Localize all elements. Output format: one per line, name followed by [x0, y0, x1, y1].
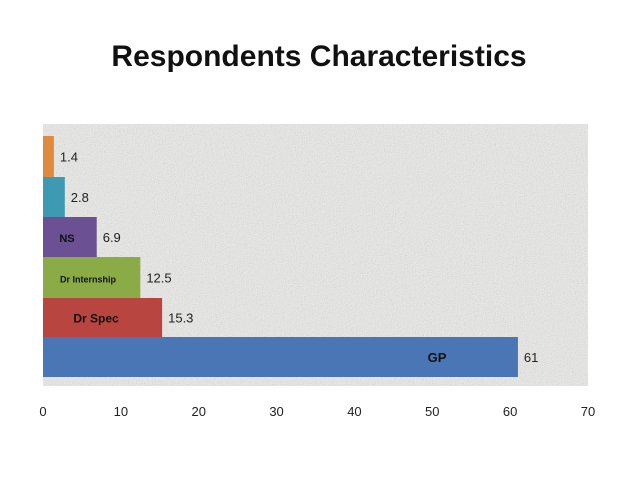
category-label: NS — [59, 233, 74, 245]
value-label: 2.8 — [71, 190, 89, 205]
category-label: GP — [428, 350, 447, 365]
bar-unlabeled-4 — [43, 177, 65, 217]
bar-ns — [43, 217, 97, 257]
bar-labels-group: 61 GP 15.3 Dr Spec 12.5 Dr Internship 6.9 NS 2.8… — [59, 150, 538, 366]
bar-dr-internship — [43, 257, 141, 298]
chart-title: Respondents Characteristics — [111, 40, 527, 73]
x-tick-label: 0 — [39, 404, 46, 419]
category-label: Dr Spec — [73, 312, 119, 326]
x-tick-label: 30 — [269, 404, 283, 419]
bar-dr-spec — [43, 298, 163, 337]
value-label: 15.3 — [168, 311, 193, 326]
x-axis-ticks: 0 10 20 30 40 50 60 70 — [39, 404, 595, 419]
x-tick-label: 10 — [114, 404, 128, 419]
bars-group — [43, 136, 518, 377]
value-label: 12.5 — [146, 271, 171, 286]
x-tick-label: 70 — [581, 404, 595, 419]
x-tick-label: 50 — [425, 404, 439, 419]
bar-unlabeled-5 — [43, 136, 54, 177]
value-label: 6.9 — [103, 230, 121, 245]
x-tick-label: 40 — [347, 404, 361, 419]
bar-gp — [43, 337, 518, 377]
category-label: Dr Internship — [60, 275, 117, 285]
x-tick-label: 60 — [503, 404, 517, 419]
x-tick-label: 20 — [191, 404, 205, 419]
value-label: 61 — [524, 350, 538, 365]
value-label: 1.4 — [60, 150, 78, 165]
